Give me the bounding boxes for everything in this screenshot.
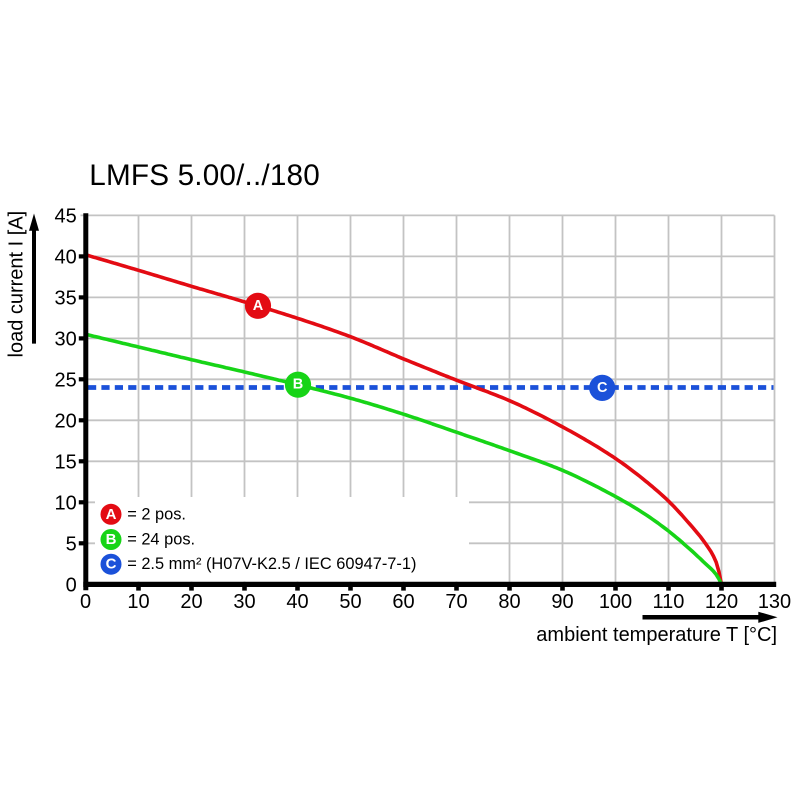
svg-text:A: A: [253, 298, 264, 314]
svg-text:5: 5: [66, 534, 77, 556]
svg-text:C: C: [597, 380, 608, 396]
svg-text:B: B: [293, 377, 303, 393]
svg-text:20: 20: [180, 591, 202, 613]
svg-text:60: 60: [392, 591, 414, 613]
svg-text:30: 30: [233, 591, 255, 613]
svg-text:45: 45: [55, 206, 77, 228]
svg-text:C: C: [106, 556, 117, 573]
svg-text:20: 20: [55, 411, 77, 433]
svg-text:15: 15: [55, 452, 77, 474]
svg-text:40: 40: [55, 247, 77, 269]
svg-text:70: 70: [445, 591, 467, 613]
svg-text:30: 30: [55, 329, 77, 351]
svg-text:100: 100: [599, 591, 632, 613]
svg-text:90: 90: [551, 591, 573, 613]
svg-text:35: 35: [55, 288, 77, 310]
svg-text:50: 50: [339, 591, 361, 613]
svg-text:130: 130: [758, 591, 791, 613]
svg-text:80: 80: [498, 591, 520, 613]
svg-text:10: 10: [127, 591, 149, 613]
svg-text:A: A: [106, 506, 117, 523]
svg-text:0: 0: [80, 591, 91, 613]
svg-text:LMFS 5.00/../180: LMFS 5.00/../180: [89, 159, 320, 192]
svg-text:ambient temperature T [°C]: ambient temperature T [°C]: [536, 624, 777, 646]
svg-text:0: 0: [66, 575, 77, 597]
svg-text:120: 120: [705, 591, 738, 613]
svg-text:= 2.5 mm² (H07V-K2.5 / IEC 609: = 2.5 mm² (H07V-K2.5 / IEC 60947-7-1): [127, 555, 416, 573]
svg-text:40: 40: [286, 591, 308, 613]
svg-text:load current I [A]: load current I [A]: [6, 211, 28, 358]
svg-text:= 24 pos.: = 24 pos.: [127, 531, 195, 549]
svg-text:25: 25: [55, 370, 77, 392]
svg-text:110: 110: [653, 591, 685, 613]
svg-text:= 2 pos.: = 2 pos.: [127, 505, 186, 523]
svg-text:10: 10: [55, 493, 77, 515]
svg-text:B: B: [106, 531, 117, 548]
